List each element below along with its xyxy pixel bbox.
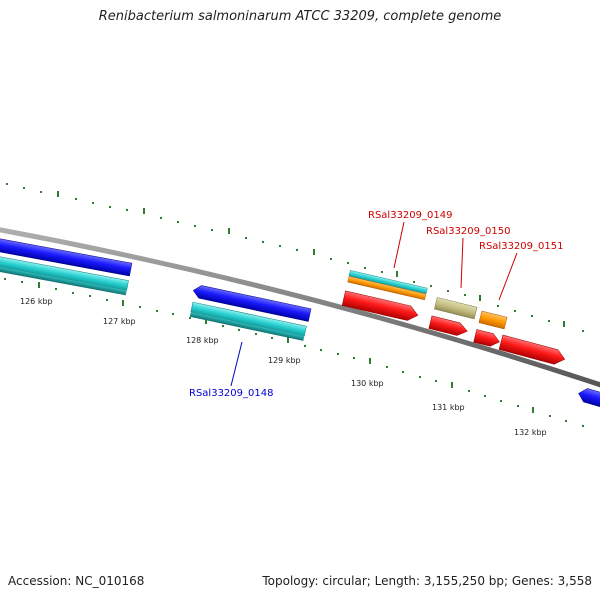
gene-left-cyan[interactable] [0,254,129,296]
gene-left-blue[interactable] [0,236,133,277]
map-title: Renibacterium salmoninarum ATCC 33209, c… [98,9,502,24]
gene-label-rsal33209-0151: RSal33209_0151 [479,241,563,252]
callout-line-0148 [230,341,243,387]
scale-label-129: 129 kbp [268,356,301,365]
topology-label: Topology: circular; Length: 3,155,250 bp… [262,574,592,588]
gene-label-rsal33209-0149: RSal33209_0149 [368,210,452,221]
scale-label-128: 128 kbp [186,336,219,345]
gene-red-c[interactable] [473,329,501,349]
outer-tick-ruler [6,183,584,332]
gene-right-blue[interactable] [577,387,600,410]
scale-label-131: 131 kbp [432,403,465,412]
gene-red-d[interactable] [498,334,567,367]
scale-label-127: 127 kbp [103,317,136,326]
gene-red-b[interactable] [428,315,469,338]
gene-rsal33209-0148-blue[interactable] [192,284,312,322]
scale-label-126: 126 kbp [20,297,53,306]
inner-tick-ruler [4,278,584,427]
callout-line-0150 [460,237,464,289]
gene-label-rsal33209-0148: RSal33209_0148 [189,388,273,399]
gene-red-a[interactable] [341,290,419,323]
gene-label-rsal33209-0150: RSal33209_0150 [426,226,510,237]
accession-label: Accession: NC_010168 [8,574,145,588]
gene-rsal33209-0148[interactable] [189,301,307,341]
scale-label-130: 130 kbp [351,379,384,388]
scale-label-132: 132 kbp [514,428,547,437]
gene-rsal33209-0151[interactable] [478,310,508,330]
gene-rsal33209-0150[interactable] [434,297,478,320]
callout-line-0149 [393,221,405,269]
callout-line-0151 [498,252,518,301]
gene-rsal33209-0149[interactable] [347,270,428,301]
genome-backbone [0,227,600,388]
